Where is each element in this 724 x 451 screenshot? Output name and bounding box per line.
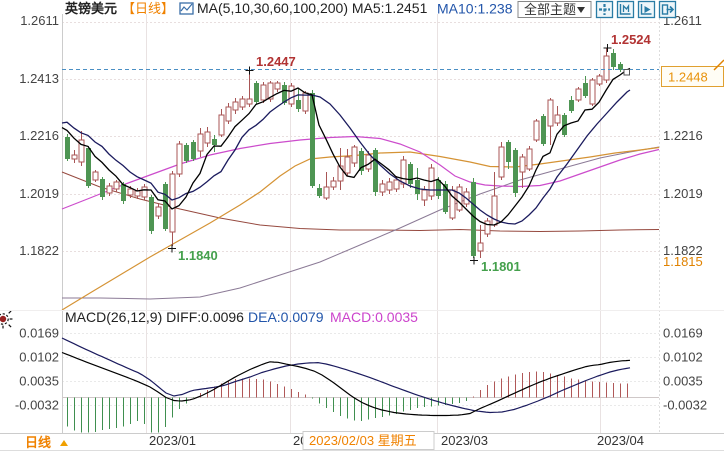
svg-text:MA10:1.238: MA10:1.238 bbox=[437, 1, 513, 17]
svg-text:0.0102: 0.0102 bbox=[19, 350, 59, 365]
svg-text:0.0169: 0.0169 bbox=[663, 326, 703, 341]
svg-text:【日线】: 【日线】 bbox=[122, 1, 174, 16]
svg-text:1.2216: 1.2216 bbox=[19, 128, 59, 143]
svg-text:0.0035: 0.0035 bbox=[663, 374, 703, 389]
svg-text:1.2413: 1.2413 bbox=[19, 71, 59, 86]
svg-text:MACD(26,12,9) DIFF:0.0096: MACD(26,12,9) DIFF:0.0096 bbox=[65, 309, 244, 325]
svg-text:MACD:0.0035: MACD:0.0035 bbox=[330, 309, 418, 325]
svg-text:DEA:0.0079: DEA:0.0079 bbox=[248, 309, 324, 325]
svg-text:1.1840: 1.1840 bbox=[178, 248, 218, 263]
svg-text:1.1815: 1.1815 bbox=[663, 254, 703, 269]
svg-text:1.2524: 1.2524 bbox=[611, 32, 652, 47]
svg-text:1.2611: 1.2611 bbox=[20, 13, 59, 28]
svg-text:1.2019: 1.2019 bbox=[19, 186, 59, 201]
svg-text:0.0102: 0.0102 bbox=[663, 350, 703, 365]
svg-text:0.0169: 0.0169 bbox=[19, 326, 59, 341]
svg-text:1.1801: 1.1801 bbox=[481, 259, 521, 274]
svg-text:全部主题: 全部主题 bbox=[524, 2, 576, 17]
svg-text:2023/03: 2023/03 bbox=[441, 433, 488, 448]
svg-text:1.1822: 1.1822 bbox=[19, 243, 59, 258]
svg-text:日线: 日线 bbox=[25, 435, 51, 450]
svg-text:1.2019: 1.2019 bbox=[663, 186, 703, 201]
svg-text:1.2447: 1.2447 bbox=[256, 54, 296, 69]
svg-text:-0.0032: -0.0032 bbox=[15, 398, 59, 413]
svg-text:2023/01: 2023/01 bbox=[149, 433, 196, 448]
svg-text:MA(5,10,30,60,100,200) MA5:1.2: MA(5,10,30,60,100,200) MA5:1.2451 bbox=[197, 0, 428, 16]
svg-text:0.0035: 0.0035 bbox=[19, 374, 59, 389]
svg-text:英镑美元: 英镑美元 bbox=[64, 1, 117, 16]
svg-text:2023/04: 2023/04 bbox=[597, 433, 644, 448]
svg-text:2023/02/03 星期五: 2023/02/03 星期五 bbox=[309, 433, 417, 448]
svg-text:1.2216: 1.2216 bbox=[663, 128, 703, 143]
svg-text:1.1822: 1.1822 bbox=[663, 243, 703, 258]
svg-text:1.2448: 1.2448 bbox=[668, 70, 708, 85]
svg-text:-0.0032: -0.0032 bbox=[663, 398, 707, 413]
